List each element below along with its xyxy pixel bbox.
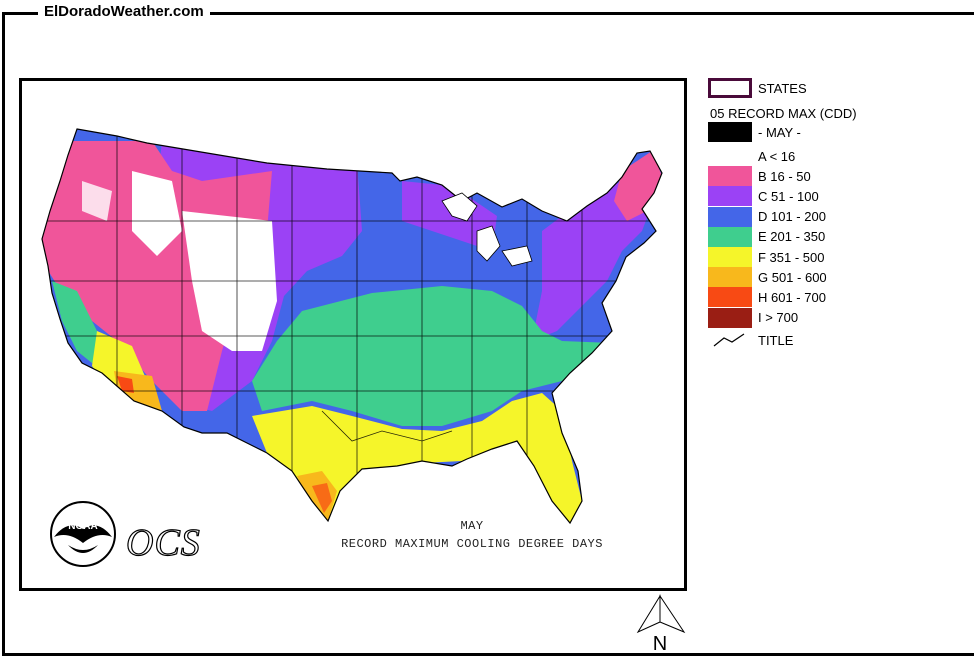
legend-class-label: B 16 - 50 (758, 168, 811, 184)
us-map (41, 128, 663, 525)
legend-class-4: E 201 - 350 (708, 226, 826, 247)
month-swatch (708, 122, 752, 142)
north-arrow: N (632, 592, 692, 661)
noaa-logo-text: NOAA (68, 521, 97, 532)
legend-class-label: E 201 - 350 (758, 229, 826, 245)
legend-swatch (708, 307, 752, 328)
legend-swatch (708, 166, 752, 187)
map-panel: MAY RECORD MAXIMUM COOLING DEGREE DAYS N… (19, 78, 687, 591)
legend-swatch (708, 267, 752, 288)
legend-class-1: B 16 - 50 (708, 166, 811, 187)
map-caption-title: RECORD MAXIMUM COOLING DEGREE DAYS (341, 537, 603, 551)
legend-title-label: TITLE (758, 332, 794, 348)
title-line-icon (713, 333, 745, 347)
legend-swatch (708, 186, 752, 207)
legend-class-label: F 351 - 500 (758, 249, 825, 265)
legend-swatch (708, 146, 752, 166)
title-swatch (708, 330, 752, 350)
legend-class-label: G 501 - 600 (758, 269, 827, 285)
legend-month-label: - MAY - (758, 124, 801, 140)
legend-swatch (708, 206, 752, 227)
legend-class-label: I > 700 (758, 310, 799, 326)
legend-month: - MAY - (708, 122, 801, 142)
ocs-logo-text: OCS (125, 521, 201, 564)
legend-states: STATES (708, 78, 807, 98)
legend-swatch (708, 287, 752, 308)
site-title: ElDoradoWeather.com (38, 3, 210, 20)
north-label: N (653, 633, 667, 655)
legend-class-7: H 601 - 700 (708, 287, 826, 308)
legend-class-3: D 101 - 200 (708, 206, 826, 227)
legend-class-2: C 51 - 100 (708, 186, 819, 207)
legend-title: TITLE (708, 330, 793, 350)
legend-class-label: D 101 - 200 (758, 209, 826, 225)
legend-header: 05 RECORD MAX (CDD) (710, 106, 857, 121)
legend-class-6: G 501 - 600 (708, 267, 827, 288)
map-caption-month: MAY (460, 519, 484, 533)
legend-class-label: C 51 - 100 (758, 188, 819, 204)
states-swatch (708, 78, 752, 98)
legend-class-8: I > 700 (708, 307, 799, 328)
legend-swatch (708, 226, 752, 247)
legend-class-0: A < 16 (708, 146, 795, 166)
legend-class-5: F 351 - 500 (708, 247, 825, 267)
legend-class-label: A < 16 (758, 148, 796, 164)
legend-swatch (708, 247, 752, 267)
legend-class-label: H 601 - 700 (758, 289, 826, 305)
outer-frame (2, 12, 974, 656)
legend-states-label: STATES (758, 80, 807, 96)
